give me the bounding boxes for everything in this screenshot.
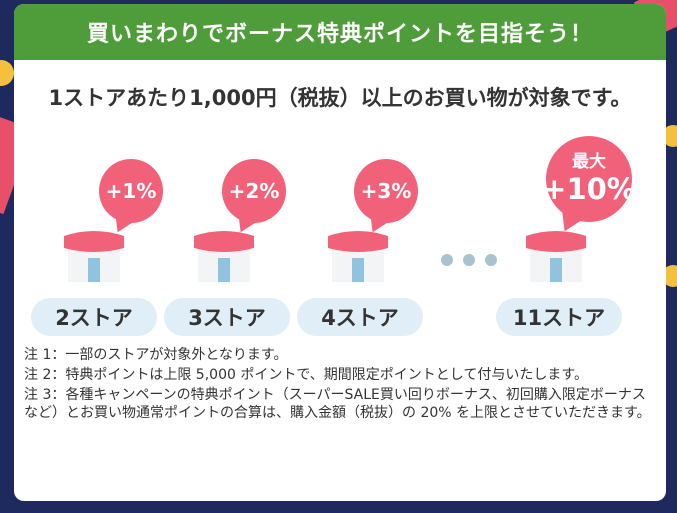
subtitle-text: 1ストアあたり1,000円（税抜）以上のお買い物が対象です。 xyxy=(48,86,632,110)
store-count-pill: 4ストア xyxy=(297,298,423,336)
store-count-pill: 11ストア xyxy=(496,298,622,336)
store-count-pill: 2ストア xyxy=(31,298,157,336)
bonus-bubble: +2% xyxy=(222,159,286,223)
banner-title: 買いまわりでボーナス特典ポイントを目指そう！ xyxy=(14,4,666,60)
bonus-value: +1% xyxy=(105,179,157,203)
note-item: 注 3：各種キャンペーンの特典ポイント（スーパーSALE買い回りボーナス、初回購… xyxy=(24,387,651,421)
note-item: 注 1：一部のストアが対象外となります。 xyxy=(24,347,288,363)
bonus-bubble: +3% xyxy=(354,159,418,223)
bonus-bubble-max: 最大 +10% xyxy=(542,136,636,222)
notes-section: 注 1：一部のストアが対象外となります。 注 2：特典ポイントは上限 5,000… xyxy=(24,346,654,424)
campaign-card: 買いまわりでボーナス特典ポイントを目指そう！ 1ストアあたり1,000円（税抜）… xyxy=(14,4,666,501)
store-icon xyxy=(328,231,388,282)
bonus-max-label: 最大 xyxy=(572,152,606,172)
bonus-bubble: +1% xyxy=(99,159,163,223)
note-item: 注 2：特典ポイントは上限 5,000 ポイントで、期間限定ポイントとして付与い… xyxy=(24,367,588,383)
bonus-value: +3% xyxy=(360,179,412,203)
store-count-pill: 3ストア xyxy=(164,298,290,336)
store-icon xyxy=(526,231,586,282)
bonus-value: +2% xyxy=(228,179,280,203)
ellipsis-dots xyxy=(441,254,497,266)
background-coin xyxy=(0,60,14,86)
bonus-value: +10% xyxy=(542,172,636,206)
store-icon xyxy=(194,231,254,282)
store-icon xyxy=(64,231,124,282)
